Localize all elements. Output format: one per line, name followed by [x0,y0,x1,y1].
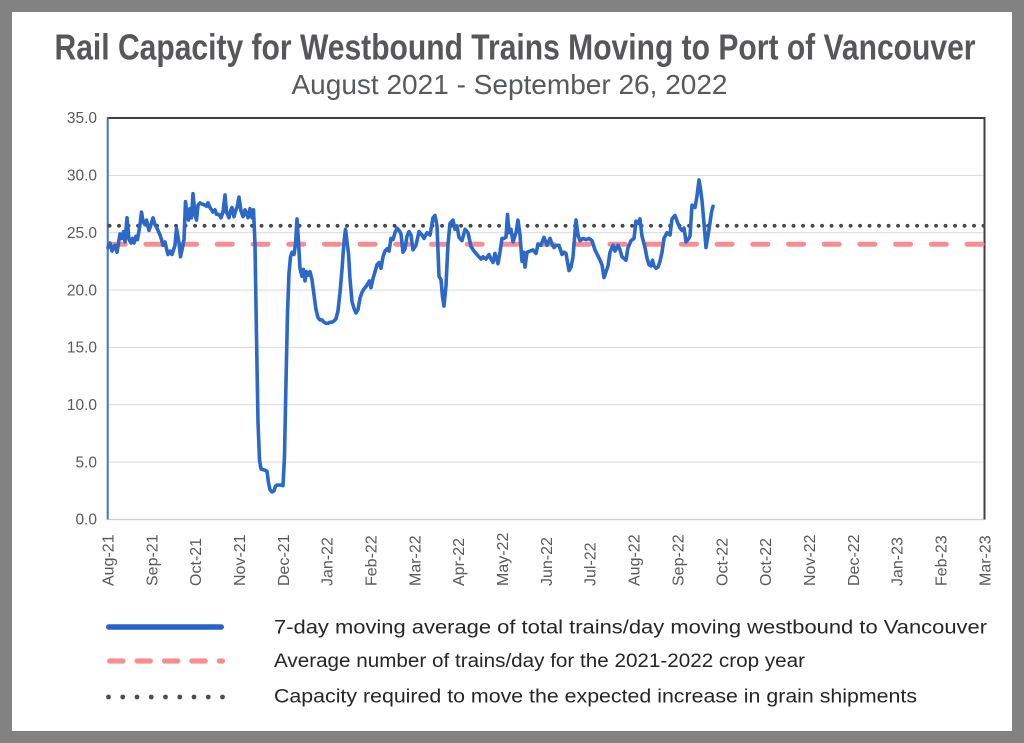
svg-text:Capacity required to move the: Capacity required to move the expected i… [274,687,917,708]
svg-text:35.0: 35.0 [67,110,98,127]
svg-text:Dec-21: Dec-21 [276,534,293,586]
svg-text:Sep-21: Sep-21 [144,534,161,586]
svg-text:Oct-21: Oct-21 [188,538,205,586]
svg-text:15.0: 15.0 [67,340,98,357]
svg-text:5.0: 5.0 [75,454,97,471]
svg-text:Mar-22: Mar-22 [407,535,424,586]
svg-text:0.0: 0.0 [75,512,97,529]
svg-text:Aug-22: Aug-22 [627,534,644,586]
svg-text:August 2021 - September 26, 20: August 2021 - September 26, 2022 [292,69,728,100]
svg-text:May-22: May-22 [495,533,512,586]
svg-text:Oct-22: Oct-22 [758,538,775,586]
svg-text:Apr-22: Apr-22 [451,538,468,586]
svg-text:Jan-23: Jan-23 [890,537,907,586]
svg-text:Nov-22: Nov-22 [802,534,819,586]
svg-text:7-day moving average of total: 7-day moving average of total trains/day… [274,618,988,639]
svg-text:Jun-22: Jun-22 [539,537,556,586]
svg-text:Mar-23: Mar-23 [977,535,994,586]
svg-text:Feb-23: Feb-23 [934,535,951,586]
svg-text:Jul-22: Jul-22 [583,542,600,586]
svg-text:Dec-22: Dec-22 [846,534,863,586]
svg-text:Average number of trains/day f: Average number of trains/day for the 202… [274,651,806,672]
svg-text:Rail Capacity for Westbound Tr: Rail Capacity for Westbound Trains Movin… [55,27,976,68]
svg-text:Feb-22: Feb-22 [364,535,381,586]
svg-text:20.0: 20.0 [67,282,98,299]
svg-text:30.0: 30.0 [67,168,98,185]
svg-text:Jan-22: Jan-22 [320,537,337,586]
svg-text:Nov-21: Nov-21 [232,534,249,586]
svg-text:Oct-22: Oct-22 [714,538,731,586]
svg-text:Sep-22: Sep-22 [670,534,687,586]
svg-text:Aug-21: Aug-21 [101,534,118,586]
svg-text:10.0: 10.0 [67,397,98,414]
svg-text:25.0: 25.0 [67,225,98,242]
